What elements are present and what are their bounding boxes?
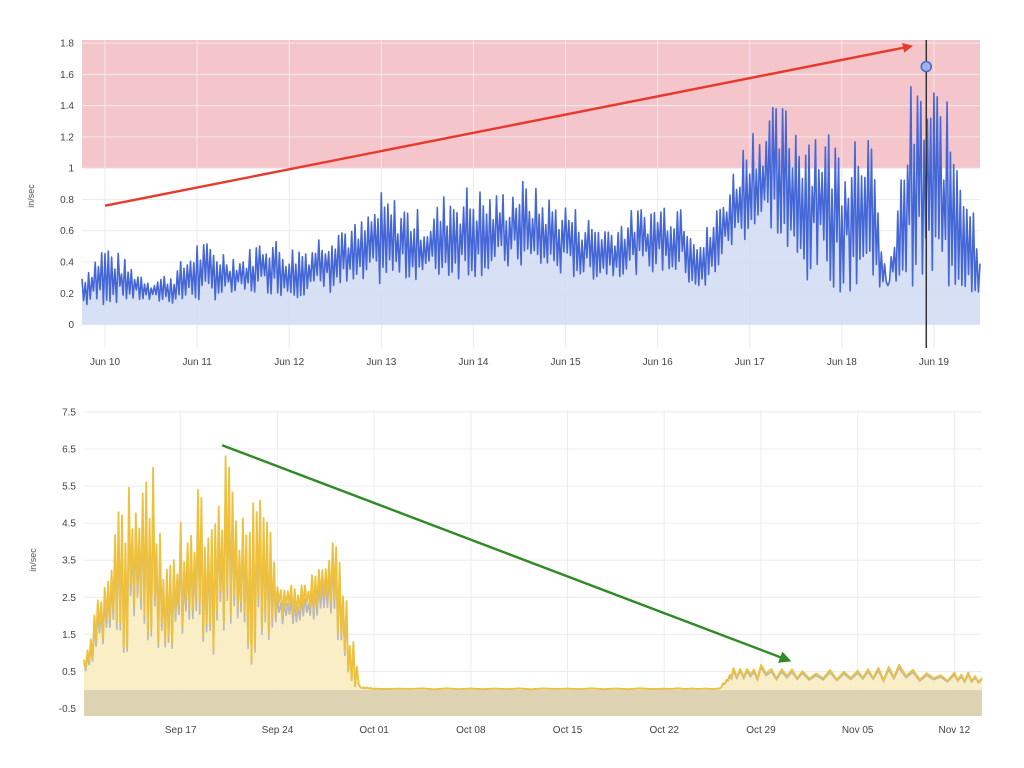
x-tick-label: Jun 12 bbox=[274, 357, 304, 368]
x-tick-label: Jun 17 bbox=[735, 357, 765, 368]
velocity-chart-autumn: -0.5 0.5 1.5 2.5 3.5 4.5 5.5 6.5 7.5 Sep 17 Sep 2… bbox=[28, 407, 983, 736]
y-tick-label: 1.8 bbox=[60, 39, 74, 50]
x-tick-label: Oct 15 bbox=[553, 725, 583, 736]
x-tick-label: Oct 01 bbox=[359, 725, 389, 736]
y-tick-label: 3.5 bbox=[62, 556, 76, 567]
y-tick-label: 1.5 bbox=[62, 630, 76, 641]
x-tick-label: Jun 18 bbox=[827, 357, 857, 368]
y-axis-label: in/sec bbox=[28, 548, 38, 572]
y-tick-label: 1.6 bbox=[60, 70, 74, 81]
y-tick-label: 0.4 bbox=[60, 258, 74, 269]
y-tick-label: 4.5 bbox=[62, 519, 76, 530]
series-line bbox=[83, 455, 983, 691]
x-tick-label: Sep 17 bbox=[165, 725, 197, 736]
x-axis: Jun 10 Jun 11 Jun 12 Jun 13 Jun 14 Jun 15 Jun … bbox=[90, 357, 949, 368]
y-tick-label: 0.8 bbox=[60, 195, 74, 206]
y-tick-label: 0 bbox=[68, 320, 74, 331]
x-tick-label: Jun 11 bbox=[182, 357, 212, 368]
y-axis: 0 0.2 0.4 0.6 0.8 1 1.2 1.4 1.6 1.8 bbox=[60, 39, 74, 331]
velocity-chart-june: 00.20.40.60.811.21.41.61.8 Jun 10 Jun 11 J… bbox=[26, 39, 981, 368]
y-tick-label: 6.5 bbox=[62, 444, 76, 455]
x-tick-label: Sep 24 bbox=[262, 725, 294, 736]
baseline-band bbox=[84, 690, 982, 716]
x-tick-label: Jun 10 bbox=[90, 357, 120, 368]
trend-arrow-up bbox=[104, 42, 913, 207]
x-tick-label: Jun 16 bbox=[643, 357, 673, 368]
y-tick-label: 1 bbox=[68, 164, 74, 175]
y-tick-label: -0.5 bbox=[59, 704, 77, 715]
x-tick-label: Jun 13 bbox=[366, 357, 396, 368]
x-tick-label: Oct 22 bbox=[650, 725, 680, 736]
x-tick-label: Oct 29 bbox=[746, 725, 776, 736]
y-axis-label: in/sec bbox=[26, 184, 36, 208]
y-tick-label: 1.4 bbox=[60, 101, 74, 112]
y-tick-label: 5.5 bbox=[62, 482, 76, 493]
y-tick-label: 0.6 bbox=[60, 226, 74, 237]
x-tick-label: Oct 08 bbox=[456, 725, 486, 736]
series-line bbox=[81, 86, 981, 306]
trend-arrow-down bbox=[221, 444, 792, 663]
y-tick-label: 7.5 bbox=[62, 407, 76, 418]
data-point-marker[interactable] bbox=[920, 60, 933, 73]
series-fill bbox=[84, 456, 982, 690]
y-tick-label: 2.5 bbox=[62, 593, 76, 604]
y-axis: -0.5 0.5 1.5 2.5 3.5 4.5 5.5 6.5 7.5 bbox=[59, 407, 77, 715]
y-tick-label: 0.2 bbox=[60, 289, 74, 300]
x-tick-label: Jun 19 bbox=[919, 357, 949, 368]
x-tick-label: Nov 12 bbox=[939, 725, 971, 736]
x-axis: Sep 17 Sep 24 Oct 01 Oct 08 Oct 15 Oct 22 Oct … bbox=[165, 725, 971, 736]
x-tick-label: Nov 05 bbox=[842, 725, 874, 736]
y-tick-label: 0.5 bbox=[62, 667, 76, 678]
x-tick-label: Jun 15 bbox=[551, 357, 581, 368]
y-tick-label: 1.2 bbox=[60, 132, 74, 143]
x-tick-label: Jun 14 bbox=[458, 357, 488, 368]
series-fill bbox=[82, 86, 980, 325]
